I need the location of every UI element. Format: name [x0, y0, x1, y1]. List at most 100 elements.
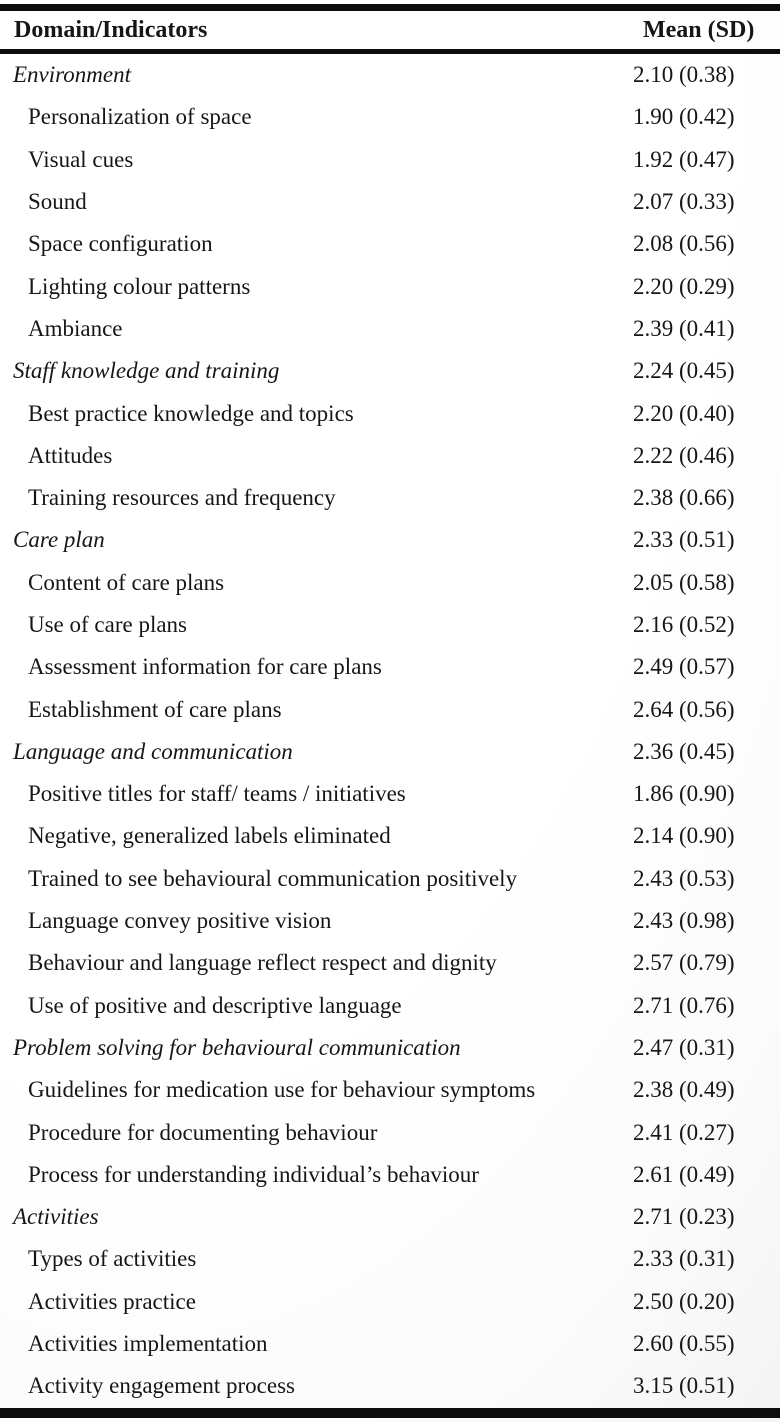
mean-sd-column-header: Mean (SD) — [643, 16, 755, 43]
mean-sd-value: 2.38 (0.49) — [633, 1077, 735, 1103]
table-row: Care plan 2.33 (0.51) — [0, 519, 780, 561]
domain-label: Care plan — [13, 527, 105, 553]
mean-sd-value: 2.33 (0.51) — [633, 527, 735, 553]
domain-label: Activities — [13, 1204, 99, 1230]
table-body: Environment 2.10 (0.38) Personalization of… — [0, 54, 780, 1408]
mean-sd-value: 2.71 (0.76) — [633, 992, 735, 1018]
mean-sd-value: 2.71 (0.23) — [633, 1204, 735, 1230]
table-row: Negative, generalized labels eliminated 2… — [0, 815, 780, 857]
indicator-label: Personalization of space — [28, 104, 252, 130]
table-row: Space configuration 2.08 (0.56) — [0, 223, 780, 265]
table-row: Activity engagement process 3.15 (0.51) — [0, 1365, 780, 1407]
table-row: Environment 2.10 (0.38) — [0, 54, 780, 96]
indicator-label: Guidelines for medication use for behavi… — [28, 1077, 536, 1103]
mean-sd-value: 2.50 (0.20) — [633, 1288, 735, 1314]
table-row: Personalization of space 1.90 (0.42) — [0, 96, 780, 138]
indicator-label: Language convey positive vision — [28, 908, 332, 934]
table-row: Language and communication 2.36 (0.45) — [0, 731, 780, 773]
indicator-label: Negative, generalized labels eliminated — [28, 823, 391, 849]
table-row: Language convey positive vision 2.43 (0.9… — [0, 900, 780, 942]
table-top-rule — [0, 4, 780, 11]
indicator-label: Trained to see behavioural communication… — [28, 865, 518, 891]
indicator-label: Behaviour and language reflect respect a… — [28, 950, 497, 976]
table-row: Attitudes 2.22 (0.46) — [0, 435, 780, 477]
table-row: Process for understanding individual’s b… — [0, 1154, 780, 1196]
indicator-label: Types of activities — [28, 1246, 197, 1272]
mean-sd-value: 2.08 (0.56) — [633, 231, 735, 257]
indicator-label: Ambiance — [28, 315, 123, 341]
domain-indicators-column-header: Domain/Indicators — [14, 16, 208, 43]
mean-sd-value: 3.15 (0.51) — [633, 1373, 735, 1399]
table-row: Training resources and frequency 2.38 (0.… — [0, 477, 780, 519]
mean-sd-value: 2.57 (0.79) — [633, 950, 735, 976]
mean-sd-value: 2.20 (0.40) — [633, 400, 735, 426]
mean-sd-value: 2.05 (0.58) — [633, 569, 735, 595]
indicator-label: Visual cues — [28, 146, 134, 172]
indicator-label: Best practice knowledge and topics — [28, 400, 354, 426]
indicator-label: Process for understanding individual’s b… — [28, 1161, 479, 1187]
indicator-label: Training resources and frequency — [28, 485, 336, 511]
indicator-label: Lighting colour patterns — [28, 273, 251, 299]
mean-sd-value: 2.64 (0.56) — [633, 696, 735, 722]
table-bottom-rule — [0, 1407, 780, 1418]
table-row: Ambiance 2.39 (0.41) — [0, 308, 780, 350]
table-row: Content of care plans 2.05 (0.58) — [0, 562, 780, 604]
indicator-label: Activities practice — [28, 1288, 196, 1314]
mean-sd-value: 2.33 (0.31) — [633, 1246, 735, 1272]
table-row: Lighting colour patterns 2.20 (0.29) — [0, 265, 780, 307]
domain-label: Staff knowledge and training — [13, 358, 280, 384]
table-row: Guidelines for medication use for behavi… — [0, 1069, 780, 1111]
mean-sd-value: 2.60 (0.55) — [633, 1331, 735, 1357]
table-header-row: Domain/Indicators Mean (SD) — [0, 11, 780, 49]
table-row: Assessment information for care plans 2.4… — [0, 646, 780, 688]
indicator-label: Activity engagement process — [28, 1373, 295, 1399]
mean-sd-value: 2.10 (0.38) — [633, 62, 735, 88]
table-row: Trained to see behavioural communication… — [0, 858, 780, 900]
indicator-label: Space configuration — [28, 231, 213, 257]
mean-sd-value: 2.43 (0.53) — [633, 865, 735, 891]
mean-sd-value: 1.92 (0.47) — [633, 146, 735, 172]
indicator-label: Establishment of care plans — [28, 696, 282, 722]
mean-sd-value: 2.43 (0.98) — [633, 908, 735, 934]
domain-label: Problem solving for behavioural communic… — [13, 1034, 461, 1060]
mean-sd-value: 2.16 (0.52) — [633, 612, 735, 637]
table-row: Activities 2.71 (0.23) — [0, 1196, 780, 1238]
indicator-label: Procedure for documenting behaviour — [28, 1119, 378, 1145]
table-row: Establishment of care plans 2.64 (0.56) — [0, 688, 780, 730]
table-row: Activities practice 2.50 (0.20) — [0, 1281, 780, 1323]
table-row: Staff knowledge and training 2.24 (0.45) — [0, 350, 780, 392]
table-row: Visual cues 1.92 (0.47) — [0, 139, 780, 181]
mean-sd-value: 2.38 (0.66) — [633, 485, 735, 511]
mean-sd-value: 2.14 (0.90) — [633, 823, 735, 849]
table-row: Sound 2.07 (0.33) — [0, 181, 780, 223]
table-row: Problem solving for behavioural communic… — [0, 1027, 780, 1069]
indicator-label: Assessment information for care plans — [28, 654, 382, 680]
mean-sd-value: 2.41 (0.27) — [633, 1119, 735, 1145]
mean-sd-value: 2.49 (0.57) — [633, 654, 735, 680]
mean-sd-value: 2.07 (0.33) — [633, 189, 735, 215]
table-row: Activities implementation 2.60 (0.55) — [0, 1323, 780, 1365]
table-row: Use of care plans 2.16 (0.52) — [0, 604, 780, 646]
indicator-label: Attitudes — [28, 442, 113, 468]
indicator-label: Content of care plans — [28, 569, 225, 595]
mean-sd-value: 2.61 (0.49) — [633, 1161, 735, 1187]
indicator-label: Sound — [28, 189, 87, 215]
mean-sd-value: 1.90 (0.42) — [633, 104, 735, 130]
mean-sd-value: 2.36 (0.45) — [633, 738, 735, 764]
mean-sd-value: 2.47 (0.31) — [633, 1034, 735, 1060]
table-row: Behaviour and language reflect respect a… — [0, 942, 780, 984]
domain-label: Environment — [13, 62, 131, 88]
table-header-rule — [0, 49, 780, 54]
indicator-label: Activities implementation — [28, 1331, 268, 1357]
indicator-label: Positive titles for staff/ teams / initi… — [28, 781, 406, 807]
mean-sd-value: 2.39 (0.41) — [633, 315, 735, 341]
table-row: Types of activities 2.33 (0.31) — [0, 1238, 780, 1280]
table-row: Positive titles for staff/ teams / initi… — [0, 773, 780, 815]
indicator-label: Use of positive and descriptive language — [28, 992, 402, 1018]
domain-label: Language and communication — [13, 738, 293, 764]
mean-sd-value: 2.22 (0.46) — [633, 442, 735, 468]
mean-sd-value: 2.20 (0.29) — [633, 273, 735, 299]
table-row: Procedure for documenting behaviour 2.41 … — [0, 1111, 780, 1153]
indicator-label: Use of care plans — [28, 612, 188, 637]
